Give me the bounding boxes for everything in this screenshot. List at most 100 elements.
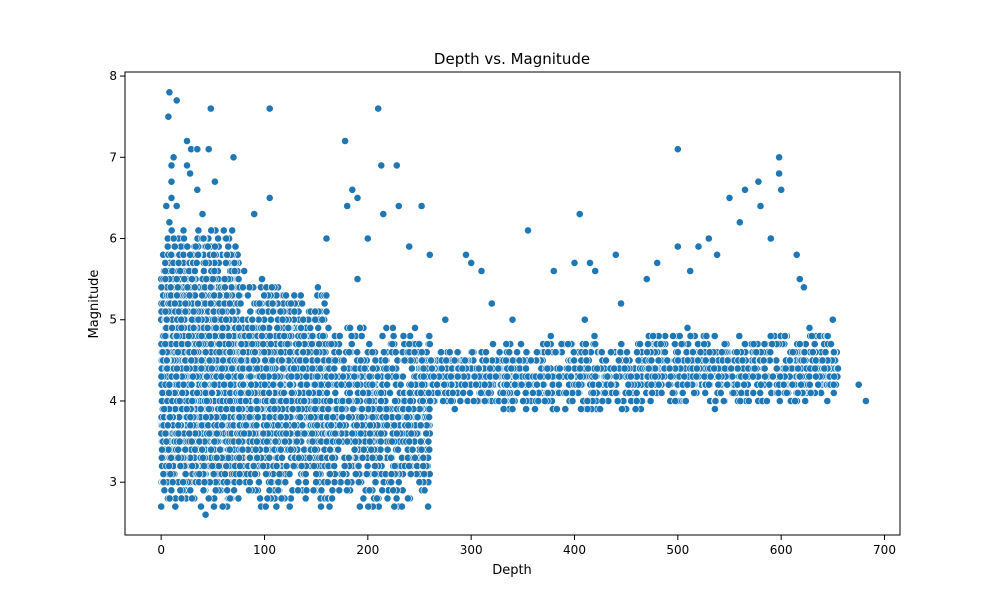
data-point [301,470,310,478]
data-point [290,307,299,316]
data-point [197,356,206,365]
data-point [425,340,434,348]
data-point [339,470,348,478]
data-point [216,445,224,454]
data-point [416,437,425,446]
data-point [252,437,261,446]
data-point [224,372,233,381]
data-point [256,494,264,503]
data-point [202,372,211,381]
data-point [379,348,388,357]
data-point [180,234,188,243]
data-point [294,478,303,487]
data-point [226,348,234,357]
data-point [373,494,381,503]
data-point [163,242,172,251]
data-point [355,502,364,511]
data-point [186,413,195,422]
data-point [208,275,217,283]
data-point [203,323,212,332]
data-point [250,348,259,357]
data-point [368,453,377,462]
data-point [167,226,176,235]
data-point [238,445,247,454]
data-point [287,372,296,381]
data-point [184,340,192,348]
data-point [394,478,403,487]
data-point [280,437,289,446]
data-point [368,364,377,373]
data-point [245,453,254,462]
data-point [286,380,294,389]
data-point [207,340,215,348]
data-point [339,372,347,381]
data-point [351,470,360,478]
data-point [313,283,322,292]
data-point [294,340,303,348]
data-point [224,242,233,251]
data-point [192,258,201,267]
data-point [179,478,187,487]
data-point [407,364,416,373]
data-point [225,445,234,454]
data-point [405,437,414,446]
data-point [328,453,337,462]
data-point [259,323,268,332]
data-point [175,437,184,446]
data-point [344,397,353,405]
data-point [223,486,232,495]
data-point [339,364,348,373]
data-point [269,397,277,405]
data-point [211,486,220,495]
data-point [175,397,184,405]
data-point [240,429,248,438]
data-point [359,388,367,397]
data-point [400,356,409,365]
data-point [187,437,196,446]
data-point [324,323,333,332]
data-point [246,372,255,381]
data-point [191,242,200,251]
data-point [392,372,400,381]
data-point [389,486,398,495]
data-point [248,340,257,348]
data-point [347,332,356,340]
data-point [218,502,227,511]
data-point [273,323,282,332]
data-point [302,486,311,495]
data-point [247,380,255,389]
data-point [345,348,354,357]
data-point [286,348,294,357]
data-point [312,478,320,487]
data-point [300,429,309,438]
data-point [276,445,285,454]
data-point [405,388,414,397]
data-point [158,445,166,454]
data-point [245,413,254,422]
data-point [255,299,264,308]
data-point [365,437,374,446]
data-point [246,307,255,316]
data-point [368,380,377,389]
data-point [352,421,361,430]
data-point [317,502,325,511]
data-point [383,421,391,430]
data-point [324,380,333,389]
data-point [387,478,396,487]
data-point [290,364,298,373]
data-point [334,445,342,454]
data-point [197,502,205,511]
data-point [189,323,198,332]
data-point [249,356,258,365]
data-point [251,445,260,454]
data-point [235,462,244,470]
data-point [181,299,190,308]
data-point [161,307,170,316]
data-point [403,494,412,503]
data-point [388,323,397,332]
data-point [353,348,362,357]
data-point [310,380,319,389]
data-point [299,348,308,357]
data-point [357,405,366,413]
data-point [425,445,434,454]
